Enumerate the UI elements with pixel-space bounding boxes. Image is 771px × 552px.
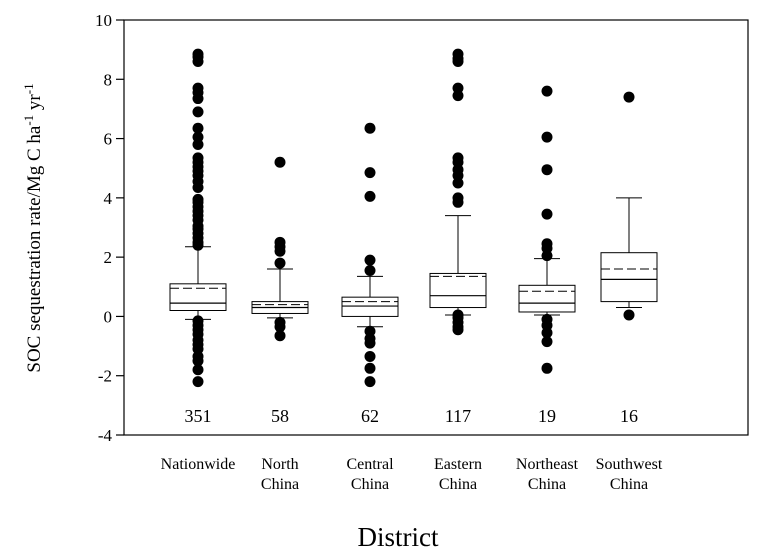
x-category-label: North China <box>261 456 299 493</box>
y-tick-label: 0 <box>104 307 113 326</box>
x-category-label-line: Northeast <box>516 456 579 473</box>
x-category-label: Eastern China <box>434 456 482 493</box>
x-axis-title: District <box>358 522 439 552</box>
plot-area <box>123 19 749 436</box>
outlier-point <box>452 324 464 336</box>
box-group <box>429 48 487 336</box>
outlier-point <box>192 376 204 388</box>
outlier-point <box>192 93 204 105</box>
x-category-label-line: China <box>610 476 648 493</box>
outlier-point <box>541 336 553 348</box>
y-axis-title-sup1: -1 <box>21 115 36 126</box>
outlier-point <box>364 122 376 134</box>
x-category-label-line: China <box>439 476 477 493</box>
outlier-point <box>452 56 464 67</box>
box-group <box>518 85 576 374</box>
outlier-point <box>452 177 464 189</box>
y-axis-title-mid: yr <box>24 94 45 115</box>
box-group <box>251 156 309 342</box>
outlier-point <box>541 164 553 176</box>
outlier-point <box>192 355 204 367</box>
box-group <box>341 122 399 388</box>
outlier-point <box>192 122 204 134</box>
outlier-point <box>541 208 553 220</box>
x-category-label-line: North <box>261 456 298 473</box>
x-category-label-line: Nationwide <box>161 456 236 473</box>
sample-size-labels: 351 58 62 117 19 16 <box>185 406 639 426</box>
x-category-label-line: Eastern <box>434 456 482 473</box>
x-category-label-line: Central <box>346 456 394 473</box>
outlier-point <box>452 90 464 102</box>
sample-size-label: 58 <box>271 406 289 426</box>
outlier-point <box>274 330 286 342</box>
sample-size-label: 19 <box>538 406 556 426</box>
outlier-point <box>541 250 553 262</box>
box-group <box>169 48 227 388</box>
outlier-point <box>274 156 286 168</box>
box <box>518 284 576 313</box>
x-category-label: Nationwide <box>161 456 236 473</box>
outlier-point <box>452 196 464 208</box>
y-axis-title-main: SOC sequestration rate/Mg C ha <box>24 125 45 373</box>
y-tick-label: 10 <box>95 11 112 30</box>
plot-frame <box>123 19 749 436</box>
sample-size-label: 117 <box>445 406 471 426</box>
outlier-point <box>364 376 376 388</box>
outlier-point <box>623 309 635 321</box>
box-group <box>600 91 658 321</box>
outlier-point <box>192 139 204 150</box>
outlier-point <box>364 362 376 374</box>
sample-size-label: 62 <box>361 406 379 426</box>
outlier-point <box>364 264 376 276</box>
y-tick-label: 2 <box>104 248 113 267</box>
outlier-point <box>541 362 553 374</box>
outlier-point <box>192 364 204 376</box>
x-category-label: Northeast China <box>516 456 579 493</box>
y-axis-title: SOC sequestration rate/Mg C ha-1 yr-1 <box>21 83 46 372</box>
box <box>600 252 658 303</box>
x-category-label: Central China <box>346 456 394 493</box>
y-axis-ticks: -4 -2 0 2 4 6 8 10 <box>95 11 124 445</box>
x-category-label-line: China <box>261 476 299 493</box>
y-tick-label: -2 <box>98 367 112 386</box>
sample-size-label: 16 <box>620 406 638 426</box>
outlier-point <box>364 337 376 349</box>
outlier-point <box>192 181 204 193</box>
outlier-point <box>364 350 376 362</box>
outlier-point <box>192 106 204 118</box>
outlier-point <box>192 56 204 67</box>
outlier-point <box>274 245 286 257</box>
box <box>341 296 399 317</box>
y-tick-label: 4 <box>104 189 113 208</box>
outlier-point <box>623 91 635 103</box>
outlier-point <box>541 327 553 339</box>
outlier-point <box>364 167 376 179</box>
outlier-point <box>274 321 286 333</box>
outlier-point <box>274 257 286 269</box>
y-tick-label: -4 <box>98 426 113 445</box>
chart-marks <box>169 48 658 388</box>
outlier-point <box>541 131 553 143</box>
x-category-label-line: China <box>528 476 566 493</box>
x-axis-category-labels: Nationwide North China Central China Eastern C… <box>161 456 663 493</box>
x-category-label-line: Southwest <box>596 456 663 473</box>
box <box>429 272 487 309</box>
outlier-point <box>364 254 376 266</box>
y-axis-title-sup2: -1 <box>21 83 36 94</box>
outlier-point <box>364 190 376 202</box>
x-category-label-line: China <box>351 476 389 493</box>
outlier-point <box>541 85 553 97</box>
outlier-point <box>192 239 204 251</box>
sample-size-label: 351 <box>185 406 212 426</box>
x-category-label: Southwest China <box>596 456 663 493</box>
y-tick-label: 8 <box>104 70 113 89</box>
y-tick-label: 6 <box>104 130 113 149</box>
